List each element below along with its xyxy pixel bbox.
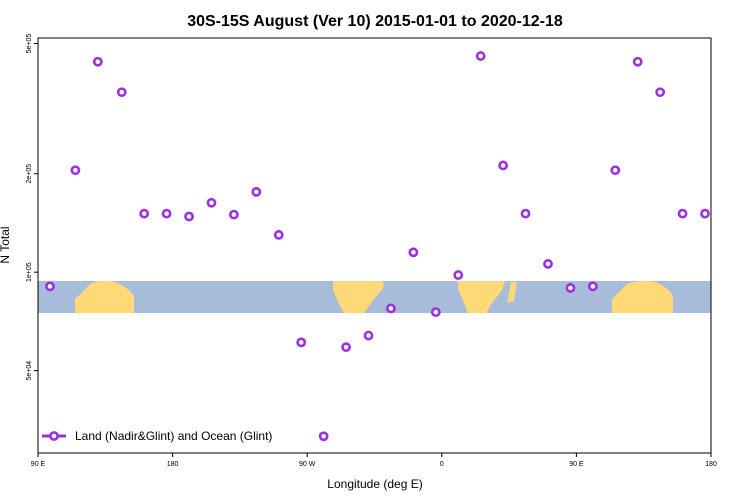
y-tick-label: 5e+05 [26, 34, 33, 54]
land-australia-1 [75, 280, 134, 313]
data-point [363, 330, 374, 341]
plot-frame [37, 37, 712, 454]
data-point [655, 87, 666, 98]
data-point [475, 51, 486, 61]
land-south-america [333, 281, 384, 313]
data-point [296, 337, 307, 348]
data-point [45, 281, 55, 292]
data-point [251, 186, 262, 197]
x-tick-label: 90 E [569, 461, 584, 468]
land-band [75, 280, 673, 313]
data-point [520, 208, 531, 219]
data-point [139, 208, 150, 219]
data-points [45, 51, 710, 442]
land-madagascar [507, 282, 517, 303]
y-tick-label: 2e+05 [26, 164, 33, 184]
data-point [587, 281, 598, 292]
data-point [430, 307, 441, 318]
data-point [565, 283, 576, 293]
x-tick-label: 90 E [31, 461, 46, 468]
legend-label: Land (Nadir&Glint) and Ocean (Glint) [75, 429, 272, 443]
legend: Land (Nadir&Glint) and Ocean (Glint) [42, 429, 272, 443]
data-point [408, 247, 419, 258]
map-band [38, 280, 711, 313]
x-axis-label: Longitude (deg E) [327, 477, 422, 491]
data-point [386, 303, 396, 314]
y-tick-label: 1e+05 [26, 262, 33, 282]
y-axis-label: N Total [0, 226, 12, 263]
legend-marker [49, 431, 59, 441]
data-point [677, 208, 688, 219]
data-point [184, 211, 194, 222]
x-tick-label: 180 [167, 461, 179, 468]
x-tick-label: 90 W [299, 461, 316, 468]
data-point [70, 165, 81, 176]
x-tick-label: 180 [705, 461, 717, 468]
data-point [318, 431, 329, 442]
data-point [116, 87, 127, 98]
data-point [92, 56, 103, 67]
land-africa [458, 281, 505, 313]
land-australia-2 [612, 280, 673, 313]
data-point [273, 230, 284, 240]
data-point [632, 56, 643, 67]
data-point [453, 270, 464, 280]
data-point [206, 197, 217, 208]
data-point [543, 259, 553, 269]
y-axis: 5e+04 1e+05 2e+05 5e+05 [26, 34, 38, 381]
x-tick-label: 0 [440, 461, 444, 468]
chart-title: 30S-15S August (Ver 10) 2015-01-01 to 20… [187, 13, 563, 30]
data-point [341, 342, 351, 353]
data-point [229, 209, 239, 220]
data-point [610, 165, 621, 176]
data-point [700, 208, 710, 219]
x-axis: 90 E 180 90 W 0 90 E 180 [31, 453, 717, 468]
data-point [498, 160, 509, 171]
data-point [161, 208, 172, 219]
y-tick-label: 5e+04 [26, 361, 33, 381]
